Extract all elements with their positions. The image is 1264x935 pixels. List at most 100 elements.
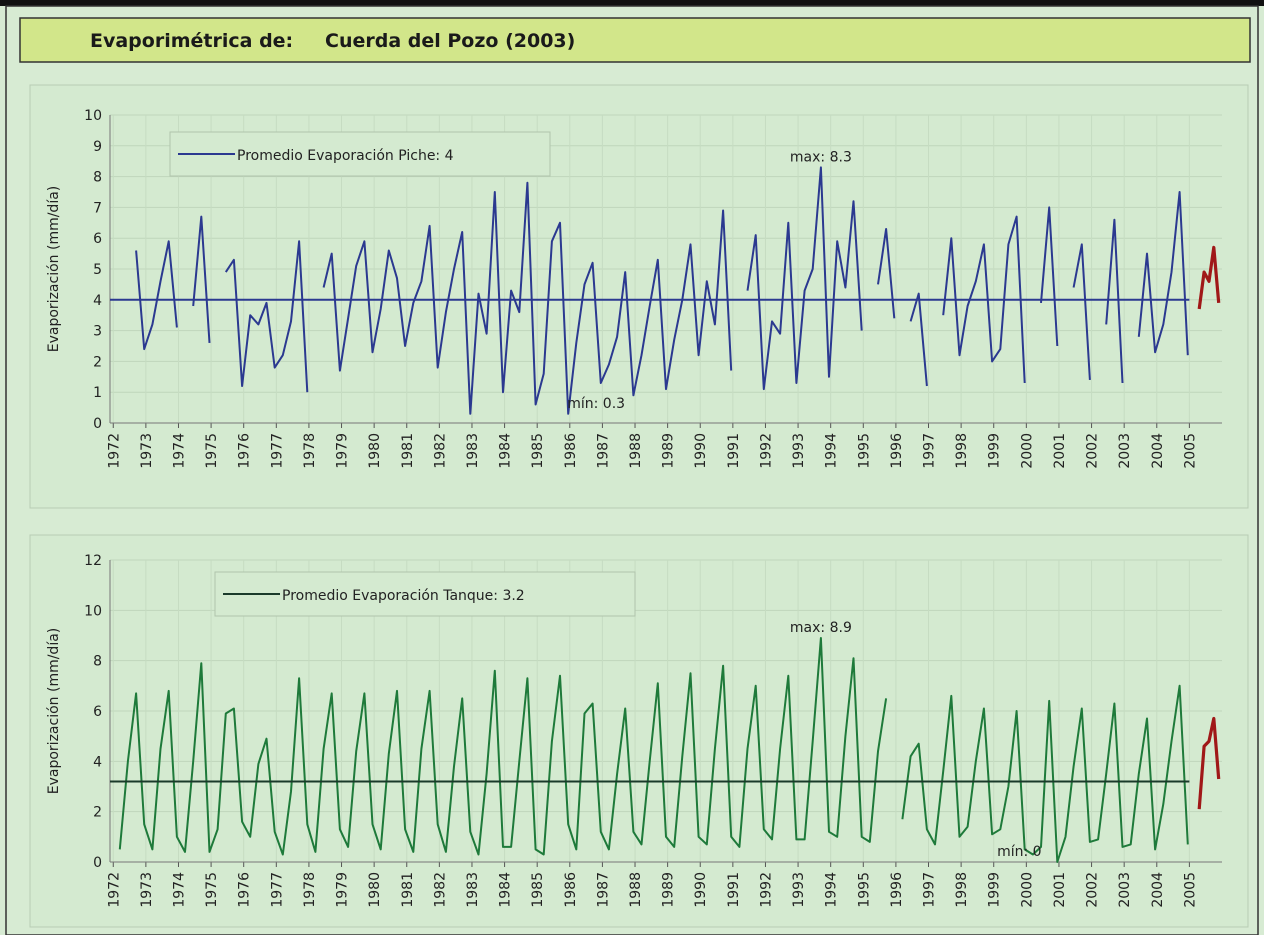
- y-tick-label: 2: [93, 805, 102, 821]
- x-tick-label: 1976: [237, 433, 253, 469]
- x-tick-label: 1973: [139, 433, 155, 469]
- x-tick-label: 1975: [204, 433, 220, 469]
- x-tick-label: 1987: [595, 433, 611, 469]
- y-tick-label: 1: [93, 385, 102, 401]
- x-tick-label: 1985: [530, 433, 546, 469]
- x-tick-label: 1995: [856, 433, 872, 469]
- top-border: [0, 0, 1264, 6]
- x-tick-label: 2004: [1150, 433, 1166, 469]
- x-tick-label: 1978: [302, 872, 318, 908]
- outer-border: [5, 5, 1259, 935]
- x-tick-label: 1986: [563, 433, 579, 469]
- x-tick-label: 1982: [432, 872, 448, 908]
- x-tick-label: 1980: [367, 872, 383, 908]
- series-line: [1197, 716, 1221, 810]
- x-tick-label: 2005: [1182, 433, 1198, 469]
- x-tick-label: 2001: [1052, 872, 1068, 908]
- y-tick-label: 4: [93, 293, 102, 309]
- y-tick-label: 8: [93, 170, 102, 186]
- x-tick-label: 2004: [1150, 872, 1166, 908]
- x-tick-label: 1989: [661, 872, 677, 908]
- x-tick-label: 1997: [922, 872, 938, 908]
- x-tick-label: 2000: [1019, 872, 1035, 908]
- annotation: max: 8.9: [790, 620, 852, 636]
- x-tick-label: 1995: [856, 872, 872, 908]
- x-tick-label: 1973: [139, 872, 155, 908]
- x-tick-label: 1987: [595, 872, 611, 908]
- y-tick-label: 2: [93, 354, 102, 370]
- x-tick-label: 2003: [1117, 433, 1133, 469]
- x-tick-label: 1989: [661, 433, 677, 469]
- y-tick-label: 5: [93, 262, 102, 278]
- annotation: mín: 0.3: [567, 396, 625, 412]
- x-tick-label: 1984: [498, 433, 514, 469]
- x-tick-label: 1976: [237, 872, 253, 908]
- x-tick-label: 1986: [563, 872, 579, 908]
- legend-box: [214, 571, 636, 617]
- y-axis-label: Evaporización (mm/día): [46, 186, 62, 352]
- y-tick-label: 10: [84, 603, 102, 619]
- x-tick-label: 1998: [954, 433, 970, 469]
- x-tick-label: 1982: [432, 433, 448, 469]
- series-line: [1197, 245, 1221, 310]
- x-tick-label: 1988: [628, 872, 644, 908]
- x-tick-label: 1992: [758, 433, 774, 469]
- x-tick-label: 1980: [367, 433, 383, 469]
- x-tick-label: 1974: [171, 872, 187, 908]
- y-tick-label: 3: [93, 324, 102, 340]
- x-tick-label: 1990: [693, 433, 709, 469]
- x-tick-label: 2002: [1085, 433, 1101, 469]
- x-tick-label: 1983: [465, 433, 481, 469]
- y-tick-label: 10: [84, 108, 102, 124]
- header-label: Evaporimétrica de:: [90, 30, 293, 52]
- annotation: mín: 0: [997, 844, 1041, 860]
- x-tick-label: 1979: [335, 433, 351, 469]
- x-tick-label: 1999: [987, 872, 1003, 908]
- header-bar: [19, 17, 1251, 63]
- x-tick-label: 1988: [628, 433, 644, 469]
- x-tick-label: 1996: [889, 872, 905, 908]
- x-tick-label: 1994: [824, 872, 840, 908]
- y-tick-label: 6: [93, 704, 102, 720]
- y-axis-label: Evaporización (mm/día): [46, 628, 62, 794]
- x-tick-label: 2001: [1052, 433, 1068, 469]
- series-line: [118, 637, 1189, 863]
- x-tick-label: 1985: [530, 872, 546, 908]
- x-tick-label: 1981: [400, 872, 416, 908]
- legend-label: Promedio Evaporación Tanque: 3.2: [282, 588, 525, 604]
- x-tick-label: 1977: [269, 872, 285, 908]
- x-tick-label: 1981: [400, 433, 416, 469]
- y-tick-label: 9: [93, 139, 102, 155]
- x-tick-label: 1999: [987, 433, 1003, 469]
- x-tick-label: 1990: [693, 872, 709, 908]
- y-tick-label: 8: [93, 654, 102, 670]
- x-tick-label: 1972: [106, 872, 122, 908]
- annotation: max: 8.3: [790, 149, 852, 165]
- x-tick-label: 2003: [1117, 872, 1133, 908]
- y-tick-label: 0: [93, 416, 102, 432]
- x-tick-label: 1998: [954, 872, 970, 908]
- x-tick-label: 1977: [269, 433, 285, 469]
- x-tick-label: 1979: [335, 872, 351, 908]
- y-tick-label: 4: [93, 754, 102, 770]
- x-tick-label: 1972: [106, 433, 122, 469]
- x-tick-label: 1974: [171, 433, 187, 469]
- y-tick-label: 7: [93, 200, 102, 216]
- x-tick-label: 1984: [498, 872, 514, 908]
- series-line: [135, 166, 1189, 415]
- x-tick-label: 1997: [922, 433, 938, 469]
- x-tick-label: 1991: [726, 872, 742, 908]
- x-tick-label: 1993: [791, 433, 807, 469]
- x-tick-label: 1975: [204, 872, 220, 908]
- y-tick-label: 6: [93, 231, 102, 247]
- x-tick-label: 1996: [889, 433, 905, 469]
- legend-label: Promedio Evaporación Piche: 4: [237, 148, 454, 164]
- y-tick-label: 12: [84, 553, 102, 569]
- x-tick-label: 1992: [758, 872, 774, 908]
- header-station: Cuerda del Pozo (2003): [325, 30, 575, 52]
- y-tick-label: 0: [93, 855, 102, 871]
- x-tick-label: 2005: [1182, 872, 1198, 908]
- x-tick-label: 1991: [726, 433, 742, 469]
- x-tick-label: 1978: [302, 433, 318, 469]
